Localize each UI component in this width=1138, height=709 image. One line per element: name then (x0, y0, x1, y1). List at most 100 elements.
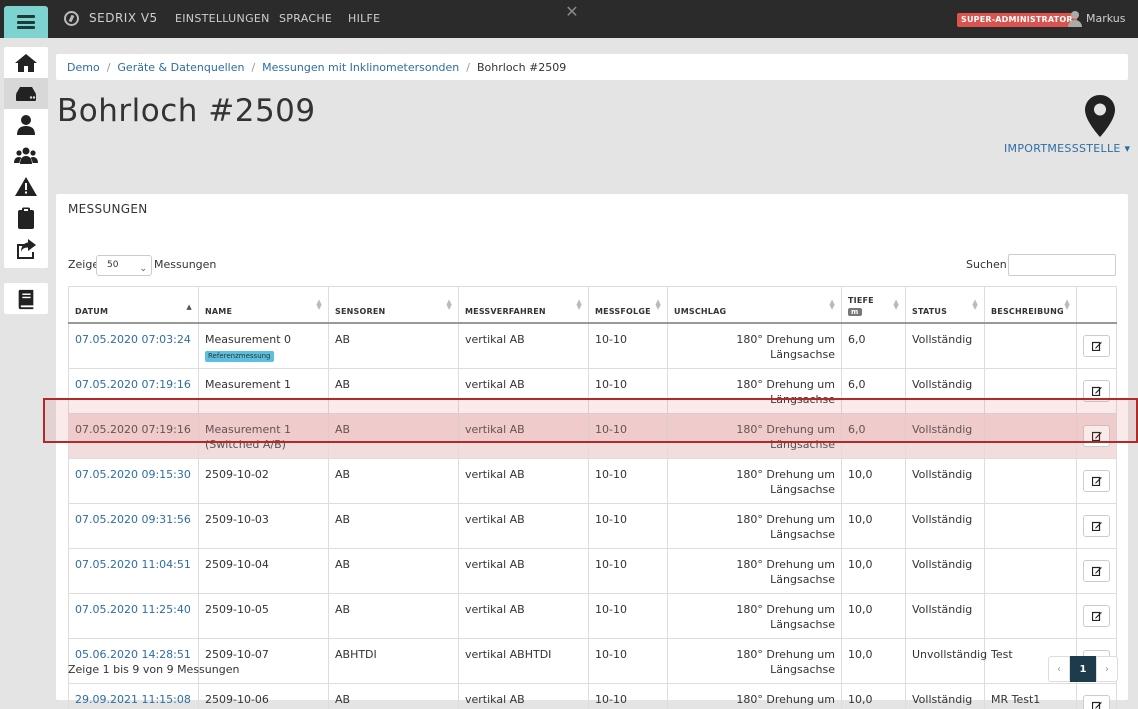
devices-icon (16, 86, 36, 101)
pagination-prev[interactable]: ‹ (1048, 656, 1070, 682)
cell-tiefe: 10,0 (841, 458, 906, 504)
cell-sensoren: AB (328, 413, 459, 459)
row-date-link[interactable]: 07.05.2020 07:19:16 (75, 377, 191, 391)
row-date-link[interactable]: 07.05.2020 07:19:16 (75, 422, 191, 436)
cell-messverfahren: vertikal AB (458, 322, 589, 369)
menu-toggle-button[interactable] (4, 6, 48, 38)
cell-datum: 07.05.2020 11:25:40 (68, 593, 199, 639)
table-row[interactable]: 07.05.2020 09:31:56 2509-10-03 AB vertikal … (68, 503, 1117, 549)
cell-sensoren: ABHTDI (328, 638, 459, 684)
table-header-row: DATUM ▲ NAME ▲ ▼ SENSOREN ▲ ▼ MESSVERFAHREN ▲ ▼… (68, 286, 1117, 324)
cell-umschlag: 180° Drehung um Längsachse (667, 593, 842, 639)
sidebar-item-home[interactable] (4, 47, 48, 78)
user-icon[interactable] (1068, 11, 1082, 27)
edit-icon (1091, 611, 1102, 621)
edit-button[interactable] (1083, 469, 1110, 492)
row-date-link[interactable]: 07.05.2020 11:04:51 (75, 557, 191, 571)
row-name-extra: (Switched A/B) (205, 437, 286, 451)
nav-einstellungen[interactable]: EINSTELLUNGEN (175, 12, 270, 25)
table-row[interactable]: 05.06.2020 14:28:51 2509-10-07 ABHTDI verti… (68, 638, 1117, 684)
map-pin-icon[interactable] (1084, 94, 1116, 138)
cell-messfolge: 10-10 (588, 548, 668, 594)
row-name: Measurement 0 (205, 332, 292, 346)
table-row[interactable]: 07.05.2020 09:15:30 2509-10-02 AB vertikal … (68, 458, 1117, 504)
sidebar-item-share[interactable] (4, 233, 48, 264)
row-date-link[interactable]: 05.06.2020 14:28:51 (75, 647, 191, 661)
edit-button[interactable] (1083, 334, 1110, 357)
cell-tiefe: 10,0 (841, 503, 906, 549)
unit-badge: m (848, 307, 862, 316)
cell-umschlag: 180° Drehung um Längsachse (667, 413, 842, 459)
cell-status: Vollständig (905, 413, 985, 459)
cell-messverfahren: vertikal AB (458, 368, 589, 414)
cell-messfolge: 10-10 (588, 368, 668, 414)
col-status[interactable]: STATUS ▲ ▼ (905, 286, 985, 324)
row-date-link[interactable]: 29.09.2021 11:15:08 (75, 692, 191, 706)
col-umschlag[interactable]: UMSCHLAG ▲ ▼ (667, 286, 842, 324)
row-name: 2509-10-02 (205, 467, 269, 481)
breadcrumb-geraete[interactable]: Geräte & Datenquellen (117, 60, 245, 74)
import-measurement-dropdown[interactable]: IMPORTMESSSTELLE ▾ (1004, 142, 1131, 155)
sidebar-item-devices[interactable] (4, 78, 48, 109)
user-menu[interactable]: Markus (1086, 12, 1126, 25)
col-messfolge[interactable]: MESSFOLGE ▲ ▼ (588, 286, 668, 324)
nav-hilfe[interactable]: HILFE (348, 12, 381, 25)
cell-messverfahren: vertikal AB (458, 683, 589, 709)
sidebar-item-user[interactable] (4, 109, 48, 140)
brand-name[interactable]: SEDRIX V5 (89, 11, 158, 25)
col-tiefe[interactable]: TIEFE m ▲ ▼ (841, 286, 906, 324)
nav-sprache[interactable]: SPRACHE (279, 12, 333, 25)
cell-messverfahren: vertikal AB (458, 593, 589, 639)
col-datum[interactable]: DATUM ▲ (68, 286, 199, 324)
cell-actions (1076, 593, 1117, 639)
table-row[interactable]: 29.09.2021 11:15:08 2509-10-06 AB vertikal … (68, 683, 1117, 709)
cell-messverfahren: vertikal AB (458, 503, 589, 549)
cell-status: Vollständig (905, 322, 985, 369)
sidebar-item-book[interactable] (4, 283, 48, 314)
breadcrumb-demo[interactable]: Demo (67, 60, 100, 74)
breadcrumb-messungen[interactable]: Messungen mit Inklinometersonden (262, 60, 460, 74)
cell-tiefe: 10,0 (841, 593, 906, 639)
col-beschreibung[interactable]: BESCHREIBUNG ▲ ▼ (984, 286, 1077, 324)
sidebar-item-warnings[interactable] (4, 171, 48, 202)
cell-sensoren: AB (328, 368, 459, 414)
cell-messverfahren: vertikal ABHTDI (458, 638, 589, 684)
table-row[interactable]: 07.05.2020 07:19:16 Measurement 1 AB vertik… (68, 368, 1117, 414)
pagination-next[interactable]: › (1096, 656, 1118, 682)
pagination-page-1[interactable]: 1 (1070, 656, 1096, 682)
edit-icon (1091, 476, 1102, 486)
col-messverfahren[interactable]: MESSVERFAHREN ▲ ▼ (458, 286, 589, 324)
cell-datum: 07.05.2020 11:04:51 (68, 548, 199, 594)
search-input[interactable] (1008, 254, 1116, 276)
edit-button[interactable] (1083, 379, 1110, 402)
sidebar-item-users[interactable] (4, 140, 48, 171)
cell-status: Vollständig (905, 458, 985, 504)
edit-icon (1091, 386, 1102, 396)
col-name[interactable]: NAME ▲ ▼ (198, 286, 329, 324)
table-row[interactable]: 07.05.2020 11:04:51 2509-10-04 AB vertikal … (68, 548, 1117, 594)
row-date-link[interactable]: 07.05.2020 09:15:30 (75, 467, 191, 481)
sidebar-item-clipboard[interactable] (4, 202, 48, 233)
edit-button[interactable] (1083, 694, 1110, 709)
edit-button[interactable] (1083, 514, 1110, 537)
edit-button[interactable] (1083, 604, 1110, 627)
breadcrumb-separator: / (251, 60, 256, 74)
cell-beschreibung (984, 593, 1077, 639)
page-length-select[interactable]: 50 ⌄ (96, 255, 152, 276)
cell-name: 2509-10-02 (198, 458, 329, 504)
cell-umschlag: 180° Drehung um Längsachse (667, 503, 842, 549)
edit-button[interactable] (1083, 559, 1110, 582)
cell-status: Vollständig (905, 548, 985, 594)
row-date-link[interactable]: 07.05.2020 11:25:40 (75, 602, 191, 616)
col-sensoren[interactable]: SENSOREN ▲ ▼ (328, 286, 459, 324)
table-row[interactable]: 07.05.2020 11:25:40 2509-10-05 AB vertikal … (68, 593, 1117, 639)
row-name: Measurement 1 (205, 377, 292, 391)
table-row[interactable]: 07.05.2020 07:19:16 Measurement 1 (Switche… (68, 413, 1117, 459)
row-date-link[interactable]: 07.05.2020 09:31:56 (75, 512, 191, 526)
cell-messverfahren: vertikal AB (458, 413, 589, 459)
close-icon[interactable]: ✕ (565, 2, 579, 21)
row-date-link[interactable]: 07.05.2020 07:03:24 (75, 332, 191, 346)
edit-icon (1091, 341, 1102, 351)
edit-button[interactable] (1083, 424, 1110, 447)
table-row[interactable]: 07.05.2020 07:03:24 Measurement 0 Referenz… (68, 322, 1117, 369)
